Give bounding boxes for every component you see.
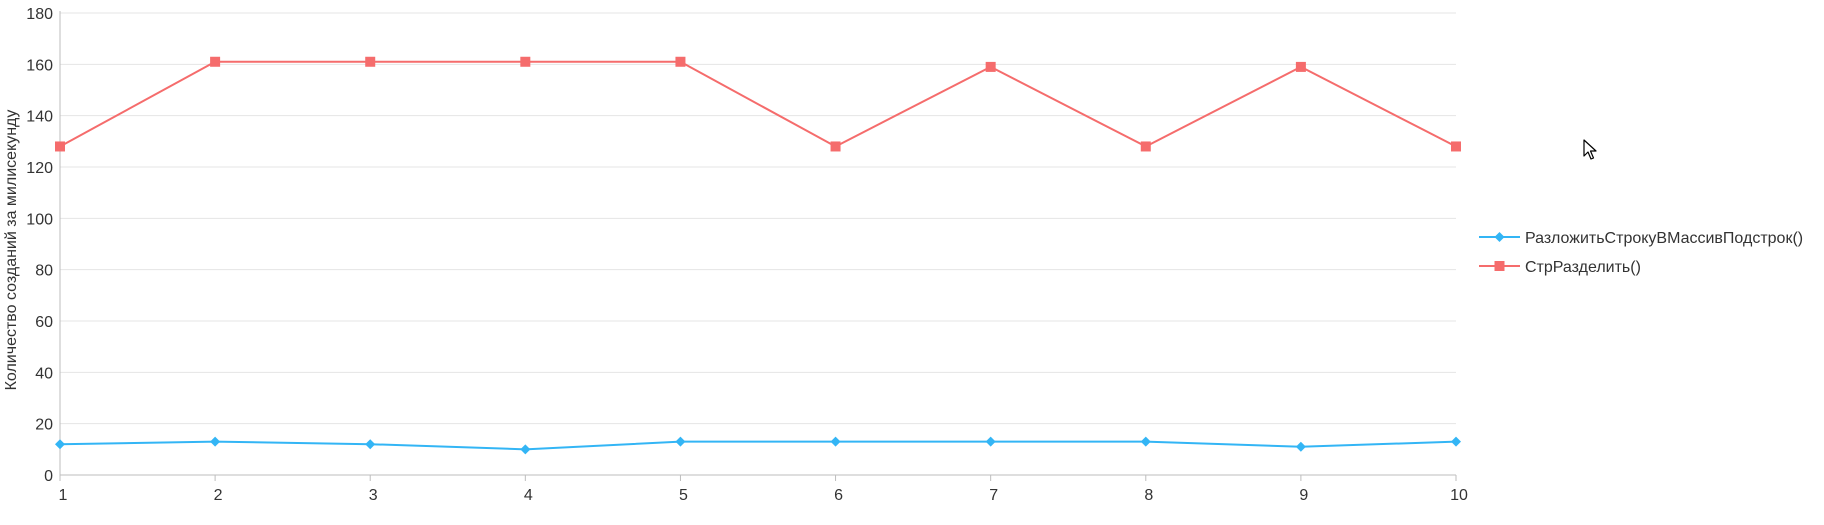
legend-label: СтрРазделить() <box>1525 259 1641 276</box>
data-point <box>1140 141 1151 152</box>
data-point <box>365 56 376 67</box>
data-point <box>210 436 221 447</box>
data-point <box>520 444 531 455</box>
x-tick-label: 2 <box>214 487 223 504</box>
y-tick-label: 20 <box>35 417 53 434</box>
series-line <box>59 60 1457 148</box>
y-tick-label: 100 <box>26 211 53 228</box>
y-axis-title: Количество созданий за милисекунду <box>3 110 20 391</box>
data-point <box>55 439 65 450</box>
data-point <box>1451 436 1461 447</box>
data-point <box>985 61 996 72</box>
data-point <box>1451 141 1461 152</box>
data-point <box>1140 436 1151 447</box>
grid <box>60 12 1456 425</box>
y-tick-label: 60 <box>35 314 53 331</box>
x-tick-label: 4 <box>524 487 533 504</box>
data-point <box>210 56 221 67</box>
legend-swatch-marker <box>1494 261 1505 271</box>
data-point <box>365 439 376 450</box>
x-tick-label: 1 <box>59 487 68 504</box>
mouse-pointer-icon <box>1583 139 1597 160</box>
y-tick-labels: 0 20 40 60 80 100 120 140 160 180 <box>26 6 53 485</box>
y-tick-label: 160 <box>26 57 53 74</box>
series-2 <box>55 56 1461 152</box>
series-line <box>59 440 1457 451</box>
series-1 <box>55 436 1461 455</box>
legend-swatch-marker <box>1494 232 1505 242</box>
data-point <box>55 141 65 152</box>
data-point <box>830 436 841 447</box>
y-tick-label: 40 <box>35 365 53 382</box>
y-tick-label: 180 <box>26 6 53 23</box>
series-layer <box>55 56 1461 455</box>
x-tick-label: 6 <box>834 487 843 504</box>
x-tick-labels: 1 2 3 4 5 6 7 8 9 10 <box>59 487 1468 504</box>
legend: РазложитьСтрокуВМассивПодстрок() СтрРазде… <box>1479 230 1803 276</box>
legend-label: РазложитьСтрокуВМассивПодстрок() <box>1525 230 1803 247</box>
legend-item: РазложитьСтрокуВМассивПодстрок() <box>1479 230 1803 247</box>
data-point <box>1295 441 1306 452</box>
x-tick-label: 7 <box>989 487 998 504</box>
x-tick-label: 5 <box>679 487 688 504</box>
data-point <box>985 436 996 447</box>
y-tick-label: 80 <box>35 263 53 280</box>
x-tick-label: 9 <box>1299 487 1308 504</box>
data-point <box>675 56 686 67</box>
data-point <box>830 141 841 152</box>
y-tick-label: 120 <box>26 160 53 177</box>
x-tick-label: 10 <box>1450 487 1468 504</box>
data-point <box>520 56 531 67</box>
y-tick-label: 140 <box>26 109 53 126</box>
data-point <box>675 436 686 447</box>
y-tick-label: 0 <box>44 468 53 485</box>
data-point <box>1295 61 1306 72</box>
axes <box>59 11 1457 481</box>
legend-item: СтрРазделить() <box>1479 259 1641 276</box>
x-tick-label: 8 <box>1144 487 1153 504</box>
x-tick-label: 3 <box>369 487 378 504</box>
